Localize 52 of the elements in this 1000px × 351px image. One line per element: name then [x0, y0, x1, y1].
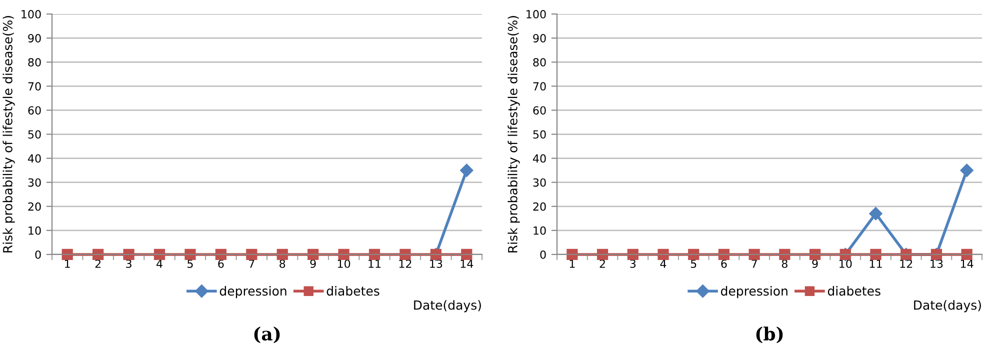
y-tick-label: 80 — [28, 58, 41, 67]
y-tick-label: 60 — [533, 106, 546, 115]
y-tick-label: 10 — [534, 226, 546, 235]
point — [870, 248, 882, 260]
y-tick-label: 80 — [533, 58, 546, 67]
y-tick-label: 50 — [533, 130, 546, 139]
legend-label: diabetes — [828, 286, 880, 296]
y-tick-label: 40 — [28, 154, 41, 163]
x-tick-label: 11 — [368, 260, 381, 268]
y-tick-label: 100 — [22, 10, 41, 18]
y-tick-label: 30 — [533, 178, 546, 187]
point — [960, 164, 974, 177]
point — [779, 248, 790, 260]
y-tick-label: 70 — [533, 82, 546, 91]
y-tick-label: 50 — [28, 130, 41, 139]
y-tick-label: 0 — [35, 250, 41, 259]
y-tick-label: 90 — [533, 34, 546, 42]
point — [688, 248, 700, 260]
y-axis-title: Risk probability of lifestyle disease(%) — [508, 16, 520, 252]
text: (b) — [756, 326, 783, 344]
text: (a) — [254, 326, 280, 344]
y-tick-label: 60 — [28, 106, 41, 115]
y-tick-label: 70 — [28, 82, 41, 91]
x-tick-label: 9 — [812, 260, 818, 268]
point — [748, 248, 760, 260]
x-axis-title: Date(days) — [414, 300, 481, 312]
point — [658, 248, 669, 260]
point — [809, 248, 821, 260]
x-tick-label: 14 — [460, 260, 474, 268]
x-tick-label: 9 — [310, 260, 316, 268]
y-tick-label: 20 — [28, 202, 41, 211]
point — [566, 248, 578, 260]
point — [596, 248, 608, 260]
legend-label: depression — [720, 286, 788, 298]
point — [869, 207, 882, 220]
x-axis-title: Date(days) — [914, 300, 981, 312]
point — [961, 248, 972, 260]
y-tick-label: 30 — [28, 178, 41, 187]
x-tick-label: 14 — [960, 260, 974, 268]
y-tick-label: 0 — [540, 250, 546, 259]
x-tick-label: 4 — [660, 260, 666, 268]
y-axis-title: Risk probability of lifestyle disease(%) — [2, 16, 15, 252]
legend-label: depression — [220, 286, 286, 298]
y-tick-label: 20 — [533, 202, 546, 211]
y-tick-label: 100 — [526, 10, 546, 18]
y-tick-label: 90 — [28, 34, 41, 42]
legend-label: diabetes — [326, 286, 380, 296]
point — [627, 248, 638, 260]
x-tick-label: 4 — [156, 260, 162, 268]
y-tick-label: 40 — [532, 154, 546, 163]
y-tick-label: 10 — [28, 226, 41, 235]
point — [718, 248, 730, 260]
